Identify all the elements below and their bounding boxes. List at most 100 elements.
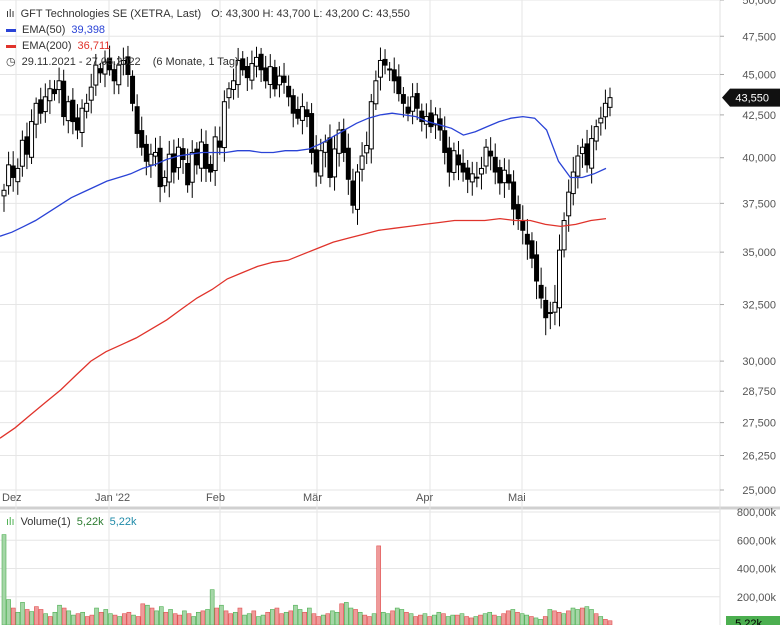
volume-bar bbox=[232, 611, 238, 625]
volume-bar bbox=[1, 534, 7, 625]
candle-body bbox=[148, 153, 154, 166]
candle-body bbox=[364, 144, 370, 154]
candle-body bbox=[309, 113, 315, 153]
volume-bar bbox=[413, 616, 419, 625]
volume-last-label: 5,22k bbox=[735, 618, 762, 625]
last-price-marker bbox=[722, 88, 780, 107]
candle-body bbox=[557, 249, 562, 309]
volume-bar bbox=[172, 613, 178, 625]
volume-bar bbox=[311, 613, 317, 625]
candle-body bbox=[217, 140, 223, 148]
candle-body bbox=[244, 65, 250, 79]
volume-bar bbox=[145, 604, 150, 625]
candle-body bbox=[543, 299, 549, 319]
volume-tick-label: 200,00k bbox=[737, 592, 777, 604]
candle-body bbox=[474, 176, 480, 179]
ema50-value: 39,398 bbox=[71, 24, 106, 36]
volume-bar bbox=[256, 616, 261, 625]
candle-body bbox=[212, 136, 218, 172]
candle-body bbox=[419, 110, 425, 123]
ema50-swatch bbox=[6, 28, 16, 32]
candle-body bbox=[566, 191, 572, 217]
candle-body bbox=[377, 59, 383, 78]
ema50-legend: EMA(50) 39,398 bbox=[6, 22, 410, 38]
price-tick-label: 25,000 bbox=[742, 485, 776, 497]
candle-body bbox=[254, 56, 259, 67]
candle-body bbox=[414, 93, 420, 109]
volume-bar bbox=[575, 609, 580, 625]
volume-bar bbox=[510, 609, 516, 625]
volume-bar bbox=[348, 607, 354, 625]
candle-body bbox=[286, 85, 292, 98]
volume-bar bbox=[542, 616, 548, 625]
candle-body bbox=[350, 180, 356, 206]
volume-bar bbox=[121, 613, 127, 625]
volume-bar bbox=[367, 616, 372, 625]
candle-body bbox=[460, 162, 466, 173]
volume-bar bbox=[339, 603, 344, 625]
volume-bar bbox=[579, 607, 585, 625]
price-tick-label: 45,000 bbox=[742, 69, 776, 81]
candle-body bbox=[56, 80, 62, 91]
volume-bar bbox=[246, 613, 252, 625]
volume-bar bbox=[353, 609, 358, 625]
time-tick-label: Mär bbox=[303, 492, 322, 504]
candle-body bbox=[488, 150, 494, 157]
candle-body bbox=[506, 174, 512, 184]
ema50-line bbox=[0, 112, 607, 237]
volume-bar bbox=[404, 611, 409, 625]
candle-body bbox=[38, 99, 44, 114]
candle-body bbox=[267, 66, 273, 86]
volume-bar bbox=[57, 604, 62, 625]
volume-bar bbox=[242, 614, 247, 625]
volume-bar bbox=[71, 614, 76, 625]
volume-bar bbox=[431, 614, 437, 625]
volume-bar bbox=[427, 616, 432, 625]
candle-body bbox=[88, 86, 94, 101]
candle-body bbox=[511, 181, 517, 210]
candle-body bbox=[74, 117, 80, 131]
volume-bar bbox=[84, 616, 90, 625]
candle-body bbox=[355, 171, 360, 210]
volume-bar bbox=[43, 613, 48, 625]
volume-bar bbox=[112, 614, 118, 625]
time-tick-label: Dez bbox=[2, 492, 22, 504]
candle-body bbox=[130, 75, 136, 104]
volume-bar bbox=[584, 606, 590, 625]
candle-body bbox=[97, 68, 103, 74]
candle-body bbox=[322, 141, 328, 153]
volume-bar bbox=[492, 614, 497, 625]
candle-body bbox=[538, 284, 544, 299]
candle-body bbox=[483, 146, 489, 167]
volume-bar bbox=[219, 604, 224, 625]
volume-bar bbox=[501, 613, 506, 625]
candle-body bbox=[185, 163, 191, 186]
volume-bar bbox=[593, 613, 599, 625]
volume-bar bbox=[464, 616, 469, 625]
candle-body bbox=[276, 75, 282, 86]
candle-body bbox=[290, 95, 296, 114]
candle-body bbox=[125, 56, 131, 75]
candle-body bbox=[143, 143, 149, 162]
price-tick-label: 32,500 bbox=[742, 300, 776, 312]
candle-body bbox=[547, 311, 553, 314]
price-tick-label: 35,000 bbox=[742, 247, 776, 259]
candle-body bbox=[359, 155, 365, 170]
candle-body bbox=[208, 163, 214, 173]
volume-bar bbox=[570, 607, 576, 625]
volume-tick-label: 400,00k bbox=[737, 564, 777, 576]
volume-bar bbox=[362, 614, 368, 625]
volume-bar bbox=[496, 616, 502, 625]
volume-bar bbox=[478, 614, 483, 625]
candle-body bbox=[79, 107, 85, 134]
candle-body bbox=[552, 301, 558, 313]
candle-body bbox=[575, 155, 581, 177]
candle-body bbox=[226, 88, 232, 99]
volume-bar bbox=[154, 610, 159, 625]
candle-body bbox=[313, 149, 319, 173]
candle-body bbox=[387, 68, 393, 71]
candle-body bbox=[524, 233, 530, 245]
volume-bar bbox=[482, 613, 488, 625]
price-tick-label: 26,250 bbox=[742, 451, 776, 463]
